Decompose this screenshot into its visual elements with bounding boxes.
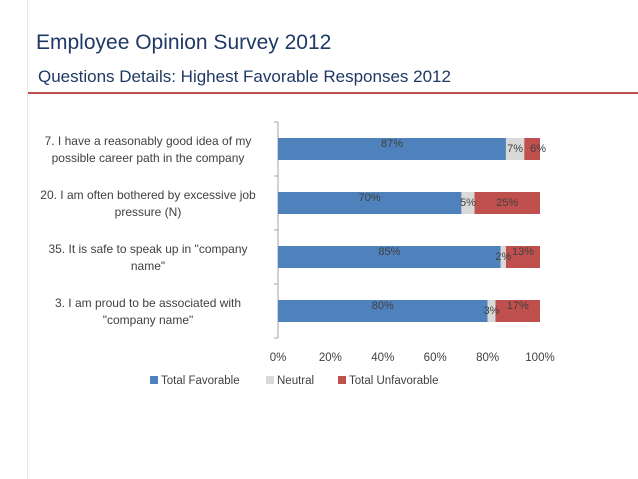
x-tick-label: 20% (319, 352, 342, 364)
category-label-line: name" (131, 259, 165, 273)
bar-segment-total-favorable (278, 300, 488, 322)
data-label-neutral: 5% (460, 197, 476, 209)
x-tick-label: 0% (270, 352, 287, 364)
data-label-unfavorable: 13% (512, 246, 534, 258)
legend-swatch (266, 376, 274, 384)
data-label-neutral: 2% (495, 251, 511, 263)
x-tick-label: 60% (424, 352, 447, 364)
data-label-favorable: 87% (381, 138, 403, 150)
bar-segment-neutral (487, 300, 496, 322)
data-label-favorable: 80% (372, 300, 394, 312)
x-tick-label: 40% (371, 352, 394, 364)
category-label-line: pressure (N) (115, 205, 182, 219)
bar-segment-neutral (505, 138, 525, 160)
bar-segment-neutral (500, 246, 506, 268)
data-label-neutral: 3% (484, 305, 500, 317)
bar-segment-neutral (461, 192, 475, 214)
data-label-unfavorable: 25% (496, 197, 518, 209)
slide-subtitle: Questions Details: Highest Favorable Res… (38, 67, 451, 86)
category-label-line: 7. I have a reasonably good idea of my (45, 134, 252, 148)
data-label-unfavorable: 6% (530, 143, 546, 155)
bar-segment-total-unfavorable (474, 192, 540, 214)
x-tick-label: 80% (476, 352, 499, 364)
title-divider (27, 92, 638, 94)
data-label-favorable: 70% (359, 192, 381, 204)
data-label-favorable: 85% (378, 246, 400, 258)
bar-segment-total-unfavorable (524, 138, 540, 160)
legend-label: Total Favorable (161, 375, 240, 387)
category-label-line: 3. I am proud to be associated with (55, 296, 241, 310)
bar-segment-total-favorable (278, 192, 462, 214)
data-label-neutral: 7% (507, 143, 523, 155)
bar-segment-total-favorable (278, 246, 501, 268)
x-tick-label: 100% (525, 352, 554, 364)
bar-segment-total-unfavorable (495, 300, 540, 322)
category-label-line: 35. It is safe to speak up in "company (48, 242, 247, 256)
category-label-line: 20. I am often bothered by excessive job (40, 188, 256, 202)
bar-segment-total-unfavorable (505, 246, 540, 268)
bar-segment-total-favorable (278, 138, 506, 160)
slide-title: Employee Opinion Survey 2012 (36, 31, 332, 54)
category-label-line: possible career path in the company (52, 151, 245, 165)
legend-label: Total Unfavorable (349, 375, 439, 387)
data-label-unfavorable: 17% (507, 300, 529, 312)
legend-swatch (338, 376, 346, 384)
legend-label: Neutral (277, 375, 314, 387)
legend-swatch (150, 376, 158, 384)
category-label-line: "company name" (103, 313, 194, 327)
